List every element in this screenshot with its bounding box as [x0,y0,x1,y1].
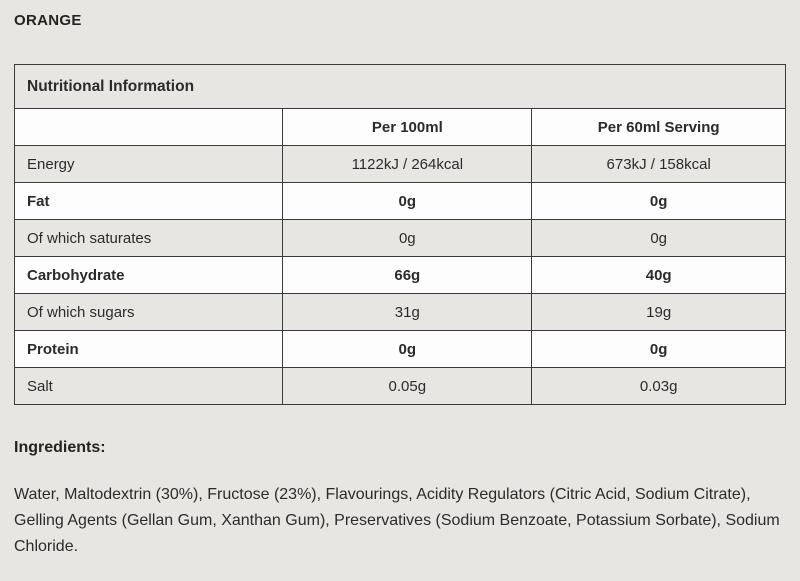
value-per-100ml: 0g [282,219,533,257]
table-row-carbohydrate: Carbohydrate 66g 40g [13,256,786,294]
row-label: Of which saturates [13,219,284,257]
table-row-fat: Fat 0g 0g [13,182,786,220]
table-row-energy: Energy 1122kJ / 264kcal 673kJ / 158kcal [13,145,786,183]
table-row-salt: Salt 0.05g 0.03g [13,367,786,405]
row-label: Carbohydrate [13,256,284,294]
row-label: Fat [13,182,284,220]
table-caption-row: Nutritional Information [14,64,786,109]
row-label: Protein [13,330,284,368]
table-caption: Nutritional Information [14,64,786,109]
value-per-100ml: 0g [282,330,533,368]
table-row-sugars: Of which sugars 31g 19g [13,293,786,331]
ingredients-heading: Ingredients: [14,439,106,456]
value-per-60ml: 19g [531,293,786,331]
value-per-60ml: 0g [531,182,786,220]
product-title: ORANGE [14,12,82,29]
nutrition-table: Nutritional Information Per 100ml Per 60… [13,64,786,405]
page: ORANGE Nutritional Information Per 100ml… [13,12,786,555]
column-header-per-100ml: Per 100ml [282,108,533,146]
value-per-100ml: 1122kJ / 264kcal [282,145,533,183]
ingredients-text: Water, Maltodextrin (30%), Fructose (23%… [14,486,780,555]
value-per-100ml: 66g [282,256,533,294]
column-header-label [13,108,284,146]
value-per-60ml: 673kJ / 158kcal [531,145,786,183]
value-per-60ml: 0g [531,219,786,257]
value-per-100ml: 31g [282,293,533,331]
table-row-protein: Protein 0g 0g [13,330,786,368]
row-label: Energy [13,145,284,183]
table-row-saturates: Of which saturates 0g 0g [13,219,786,257]
value-per-60ml: 40g [531,256,786,294]
row-label: Of which sugars [13,293,284,331]
row-label: Salt [13,367,284,405]
value-per-60ml: 0.03g [531,367,786,405]
column-header-per-60ml: Per 60ml Serving [531,108,786,146]
value-per-100ml: 0.05g [282,367,533,405]
value-per-100ml: 0g [282,182,533,220]
table-header-row: Per 100ml Per 60ml Serving [13,108,786,146]
value-per-60ml: 0g [531,330,786,368]
